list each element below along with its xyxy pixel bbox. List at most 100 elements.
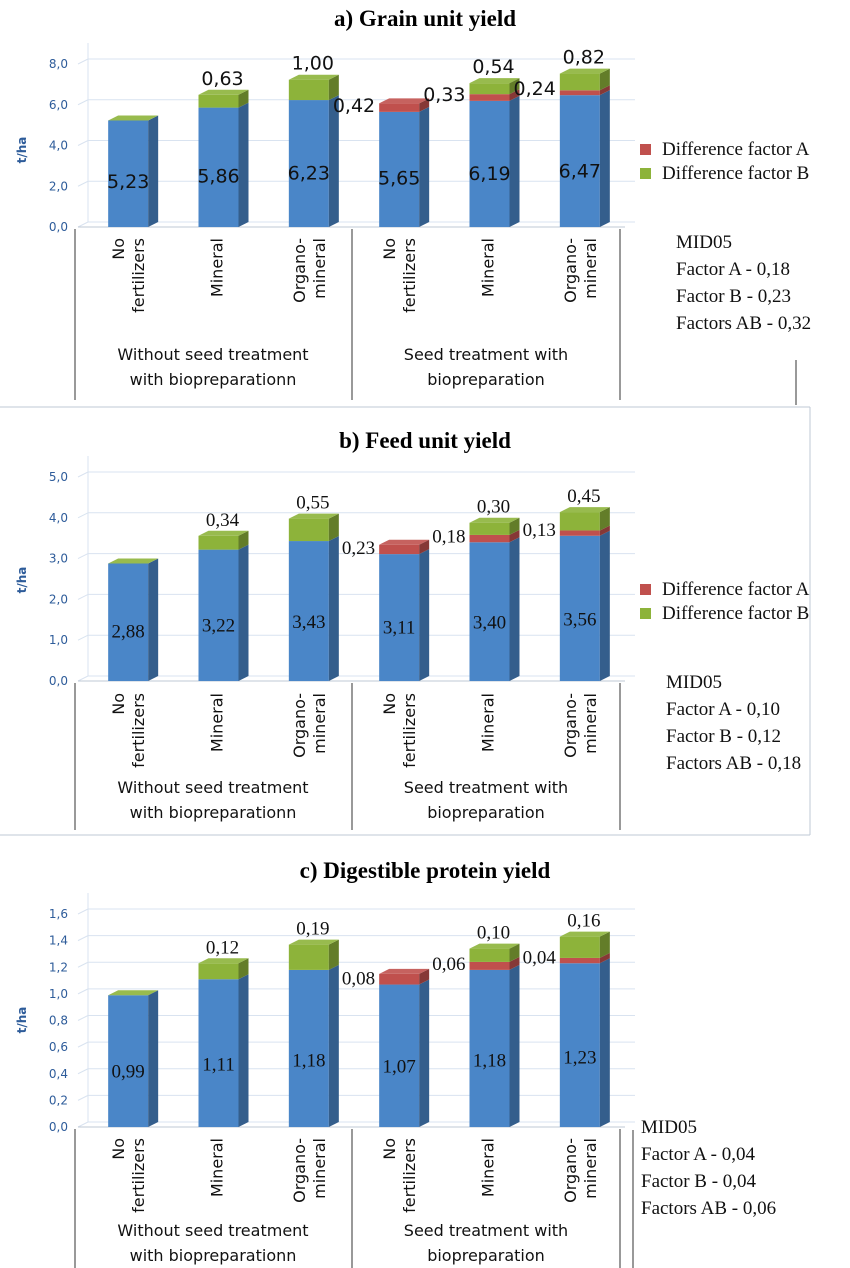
bar-top-6 xyxy=(559,68,610,74)
bar-factor-b-side xyxy=(328,939,339,970)
bar-base-3 xyxy=(288,536,339,681)
bar-factor-b-side xyxy=(599,68,610,91)
x-tick-label: Nofertilizers xyxy=(109,693,148,768)
bar-factor-a-front xyxy=(379,103,420,112)
bar-factor-a-side xyxy=(599,525,610,536)
data-label-base: 5,23 xyxy=(107,171,149,193)
x-tick-label: Mineral xyxy=(479,238,498,297)
bar-factor-b-side xyxy=(238,958,249,980)
y-tick-label: 1,2 xyxy=(49,960,68,974)
legend: Difference factor A Difference factor B xyxy=(640,139,810,184)
bar-base-front xyxy=(108,120,149,227)
bar-base-front xyxy=(108,995,149,1127)
gridline-depth xyxy=(77,935,89,942)
legend-label-factor-b: Difference factor B xyxy=(662,163,809,184)
mid05-value: Factors AB - 0,32 xyxy=(676,313,811,334)
bar-factor-b-front xyxy=(198,963,239,980)
gridline-depth xyxy=(77,512,89,519)
bar-factor-a-side xyxy=(419,968,430,985)
y-tick-label: 0,2 xyxy=(49,1093,68,1107)
data-label-factor-b: 0,10 xyxy=(477,923,510,944)
bar-base-1 xyxy=(108,558,159,681)
legend-label-factor-a: Difference factor A xyxy=(662,139,810,160)
data-label-factor-a: 0,13 xyxy=(523,520,556,541)
y-tick-label: 0,4 xyxy=(49,1067,68,1081)
bar-factor-b-3 xyxy=(288,74,339,101)
bar-factor-b-2 xyxy=(198,89,249,108)
legend-swatch-factor-a xyxy=(640,144,651,155)
bar-factor-a-side xyxy=(599,952,610,964)
bar-base-front xyxy=(379,984,420,1127)
x-tick-label: Mineral xyxy=(208,1138,227,1197)
bar-base-front xyxy=(288,541,329,681)
data-label-factor-a: 0,18 xyxy=(432,526,465,547)
data-label-factor-a: 0,24 xyxy=(514,78,556,100)
chart-title: a) Grain unit yield xyxy=(334,6,516,31)
bar-base-front xyxy=(198,107,239,227)
gridline-depth xyxy=(77,1015,89,1021)
bar-factor-a-front xyxy=(469,961,510,970)
mid05-value: Factor B - 0,12 xyxy=(666,726,781,747)
bar-top-4 xyxy=(379,98,430,104)
mid05-heading: MID05 xyxy=(666,672,722,693)
x-tick-label: Nofertilizers xyxy=(109,238,148,313)
bar-factor-a-front xyxy=(379,973,420,985)
bar-base-side xyxy=(419,106,430,227)
group-label: Without seed treatment with biopreparatio… xyxy=(117,1221,308,1265)
data-label-factor-b: 0,19 xyxy=(296,919,329,940)
y-tick-label: 8,0 xyxy=(49,57,68,71)
bar-base-side xyxy=(509,95,520,227)
data-label-factor-a: 0,06 xyxy=(432,954,465,975)
mid05-value: Factor A - 0,18 xyxy=(676,259,790,280)
bar-factor-b-side xyxy=(238,530,249,550)
data-label-factor-b: 0,45 xyxy=(567,486,600,507)
gridline-depth xyxy=(77,908,89,915)
data-label-base: 5,86 xyxy=(197,166,239,188)
gridline-depth xyxy=(77,140,89,146)
bar-factor-a-side xyxy=(509,529,520,543)
bar-base-4 xyxy=(379,106,430,227)
bar-factor-b-3 xyxy=(288,513,339,542)
group-label: Without seed treatment with biopreparatio… xyxy=(117,345,308,389)
bar-top-5 xyxy=(469,943,520,949)
x-tick-label: Nofertilizers xyxy=(380,238,419,313)
data-label-factor-a: 0,42 xyxy=(333,95,375,117)
bar-base-4 xyxy=(379,979,430,1127)
mid05-value: Factor A - 0,10 xyxy=(666,699,780,720)
y-tick-label: 4,0 xyxy=(49,139,68,153)
data-label-factor-b: 0,16 xyxy=(567,911,600,932)
bar-top-4 xyxy=(379,968,430,974)
data-label-base: 3,43 xyxy=(292,612,325,633)
bar-factor-b-side xyxy=(328,513,339,542)
x-tick-label: Organo-mineral xyxy=(290,1138,329,1203)
bar-factor-a-4 xyxy=(379,98,430,112)
bar-top-5 xyxy=(469,517,520,523)
gridline-depth xyxy=(77,1121,89,1128)
bar-factor-b-5 xyxy=(469,943,520,962)
bar-base-front xyxy=(559,963,600,1127)
bar-factor-b-2 xyxy=(198,530,249,550)
gridline-depth xyxy=(77,634,89,641)
gridline-depth xyxy=(77,593,89,600)
bar-base-side xyxy=(599,958,610,1127)
bar-base-front xyxy=(198,549,239,681)
data-label-factor-b: 1,00 xyxy=(292,53,334,75)
bar-factor-a-4 xyxy=(379,968,430,985)
data-label-base: 1,18 xyxy=(473,1050,506,1071)
gridline-depth xyxy=(77,1094,89,1101)
bar-base-front xyxy=(559,535,600,681)
data-label-factor-a: 0,33 xyxy=(423,84,465,106)
bar-factor-b-front xyxy=(288,518,329,542)
bar-base-front xyxy=(469,542,510,681)
bar-base-side xyxy=(328,964,339,1127)
bar-base-6 xyxy=(559,958,610,1127)
data-label-base: 1,23 xyxy=(563,1048,596,1069)
bar-factor-b-front xyxy=(469,522,510,535)
data-label-factor-b: 0,34 xyxy=(206,510,240,531)
bar-top-6 xyxy=(559,931,610,937)
bar-factor-b-front xyxy=(559,512,600,531)
bar-top-2 xyxy=(198,89,249,95)
data-label-base: 1,18 xyxy=(292,1050,325,1071)
gridline-depth xyxy=(77,1041,89,1048)
